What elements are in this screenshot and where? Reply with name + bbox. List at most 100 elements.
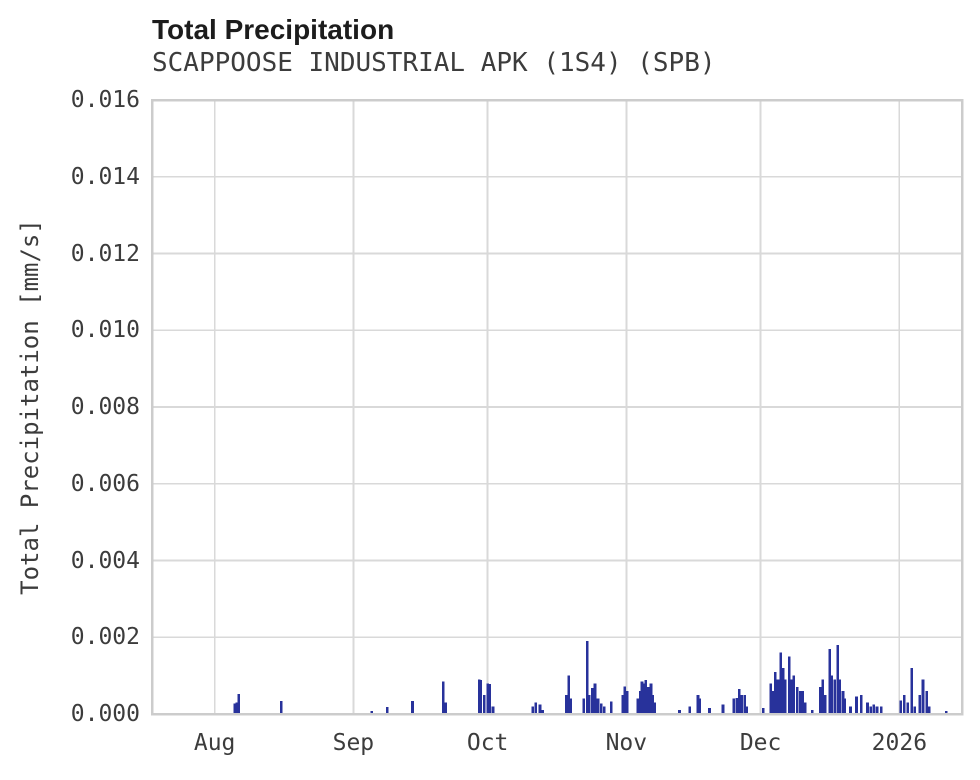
precip-bar bbox=[928, 706, 931, 714]
precip-bar bbox=[860, 694, 863, 714]
y-tick-label: 0.012 bbox=[70, 240, 140, 267]
precip-bar bbox=[567, 675, 570, 714]
precip-bar bbox=[880, 706, 883, 714]
precip-bar bbox=[591, 687, 594, 714]
precip-bar bbox=[921, 679, 925, 714]
precip-bar bbox=[279, 700, 283, 714]
precip-bar bbox=[721, 704, 725, 714]
y-tick-label: 0.002 bbox=[70, 624, 140, 651]
precip-bar bbox=[593, 683, 597, 714]
precip-bar bbox=[609, 701, 613, 714]
precip-bar bbox=[945, 710, 948, 714]
precip-bar bbox=[569, 698, 573, 714]
y-tick-label: 0.004 bbox=[70, 547, 140, 574]
precip-bar bbox=[745, 706, 748, 714]
precip-bar bbox=[370, 710, 373, 714]
precip-bar bbox=[531, 706, 535, 714]
precip-bar bbox=[646, 687, 650, 714]
precip-bar bbox=[640, 681, 644, 714]
precip-bar bbox=[698, 698, 702, 714]
precip-bar bbox=[838, 679, 842, 714]
precip-bar bbox=[769, 683, 773, 714]
precip-bar bbox=[623, 686, 627, 714]
precip-bar bbox=[910, 667, 914, 714]
chart-subtitle: SCAPPOOSE INDUSTRIAL APK (1S4) (SPB) bbox=[152, 48, 716, 78]
precip-bar bbox=[678, 710, 681, 714]
precip-bar bbox=[804, 702, 807, 714]
precip-bar bbox=[441, 681, 445, 714]
precip-bar bbox=[479, 680, 483, 714]
precip-bar bbox=[743, 694, 746, 714]
chart-title: Total Precipitation bbox=[152, 14, 395, 45]
precip-bar bbox=[477, 679, 481, 714]
precip-bar bbox=[821, 679, 825, 714]
precip-bar bbox=[603, 706, 606, 714]
precip-bar bbox=[411, 700, 414, 714]
x-tick-label: Oct bbox=[466, 730, 509, 756]
precip-bar bbox=[849, 706, 852, 714]
precip-bar bbox=[869, 706, 872, 714]
y-tick-label: 0.008 bbox=[70, 394, 140, 420]
precip-bar bbox=[761, 708, 765, 714]
precip-bar bbox=[541, 710, 544, 714]
y-tick-label: 0.000 bbox=[70, 701, 140, 727]
precip-bar bbox=[482, 694, 486, 714]
precip-bar bbox=[830, 675, 833, 714]
precip-bar bbox=[644, 680, 648, 714]
precip-bar bbox=[833, 679, 837, 714]
precip-bar bbox=[788, 656, 791, 714]
x-tick-label: Dec bbox=[739, 730, 782, 756]
precip-bar bbox=[836, 644, 839, 714]
precip-bar bbox=[651, 694, 655, 714]
precip-bar bbox=[649, 683, 653, 714]
precip-bar bbox=[732, 698, 736, 714]
x-tick-label: Nov bbox=[605, 730, 648, 756]
precip-bar bbox=[855, 696, 858, 714]
x-tick-label: Aug bbox=[193, 730, 236, 756]
precip-bar bbox=[386, 707, 389, 714]
precip-bar bbox=[534, 702, 538, 714]
precip-bar bbox=[801, 690, 805, 714]
precip-bar bbox=[779, 652, 783, 714]
precip-bar bbox=[796, 687, 799, 714]
precip-bar bbox=[918, 694, 922, 714]
precip-bar bbox=[625, 690, 629, 714]
precip-bar bbox=[843, 698, 847, 714]
x-tick-label: Sep bbox=[332, 730, 375, 756]
precip-bar bbox=[799, 690, 802, 714]
precip-bar bbox=[735, 697, 739, 714]
precip-bar bbox=[899, 700, 902, 714]
precip-bar bbox=[600, 703, 603, 714]
precip-bar bbox=[538, 704, 542, 714]
precip-bar bbox=[740, 694, 744, 714]
y-tick-label: 0.016 bbox=[70, 87, 140, 113]
precip-bar bbox=[488, 684, 492, 714]
precip-bar bbox=[872, 704, 876, 714]
precip-bar bbox=[783, 679, 787, 714]
precip-bar bbox=[818, 687, 822, 714]
precip-bar bbox=[696, 694, 700, 714]
precip-bar bbox=[902, 694, 906, 714]
precip-bar bbox=[823, 694, 827, 714]
precip-bar bbox=[913, 706, 916, 714]
precip-bar bbox=[875, 706, 879, 714]
precip-bar bbox=[776, 679, 780, 714]
y-tick-label: 0.010 bbox=[70, 317, 140, 344]
precip-bar bbox=[653, 702, 657, 714]
precip-bar bbox=[737, 689, 741, 714]
y-tick-label: 0.014 bbox=[70, 163, 140, 190]
precip-bar bbox=[565, 694, 568, 714]
precip-bar bbox=[586, 641, 589, 714]
plot-border bbox=[150, 98, 964, 716]
precip-bar bbox=[688, 706, 692, 714]
precip-bar bbox=[774, 671, 777, 714]
precip-bar bbox=[237, 694, 241, 714]
precip-bar bbox=[792, 675, 796, 714]
precip-bar bbox=[588, 694, 591, 714]
precip-bar bbox=[596, 698, 600, 714]
precip-bar bbox=[444, 702, 447, 714]
precip-bar bbox=[486, 683, 489, 714]
precip-bar bbox=[781, 667, 785, 714]
precip-bar bbox=[906, 702, 910, 714]
